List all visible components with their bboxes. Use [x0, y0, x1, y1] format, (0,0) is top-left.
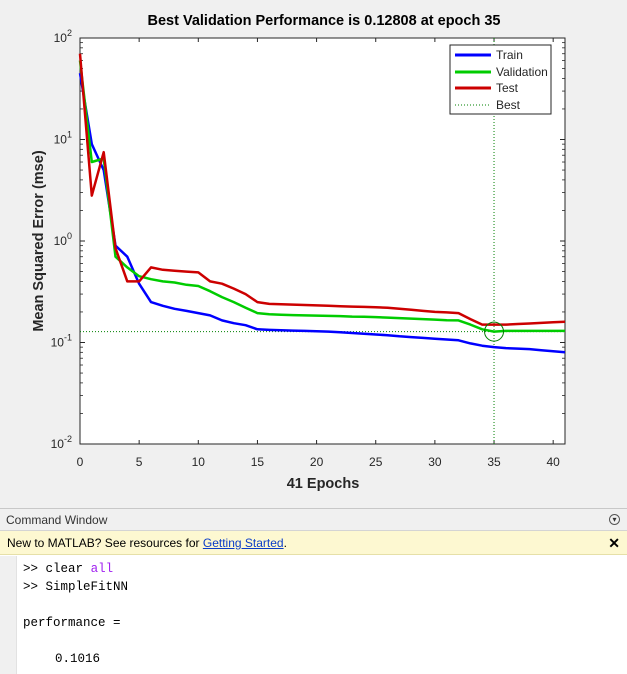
x-tick-label: 20	[310, 455, 324, 469]
series-test-line	[78, 53, 566, 326]
prompt-1: >>	[23, 562, 39, 576]
legend: Train Validation Test Best	[449, 44, 552, 115]
output-value: 0.1016	[55, 652, 101, 666]
command-window-title: Command Window	[6, 513, 108, 527]
x-tick-label: 35	[487, 455, 501, 469]
y-axis-label: Mean Squared Error (mse)	[31, 150, 47, 331]
matlab-notice-bar: New to MATLAB? See resources for Getting…	[0, 531, 627, 555]
y-tick-label: 101	[54, 130, 72, 147]
cmd-simplefit: SimpleFitNN	[45, 580, 129, 594]
series-train-line	[78, 72, 566, 354]
legend-best-label: Best	[496, 98, 521, 112]
command-window: Command Window ▾ New to MATLAB? See reso…	[0, 508, 627, 674]
y-tick-label: 100	[54, 231, 72, 248]
legend-validation-label: Validation	[496, 65, 548, 79]
x-tick-label: 10	[192, 455, 206, 469]
best-point-circle	[484, 321, 505, 342]
chart-title: Best Validation Performance is 0.12808 a…	[148, 13, 501, 29]
legend-train-label: Train	[496, 48, 523, 62]
x-tick-label: 30	[428, 455, 442, 469]
x-tick-label: 0	[77, 455, 84, 469]
notice-text: New to MATLAB? See resources for	[7, 536, 203, 550]
series-validation-line	[78, 60, 565, 333]
y-tick-label: 10-2	[51, 434, 72, 451]
performance-chart: Best Validation Performance is 0.12808 a…	[31, 13, 566, 492]
x-axis-ticks: 0 5 10 15 20 25 30 35 40	[77, 38, 560, 469]
prompt-2: >>	[23, 580, 39, 594]
y-axis-ticks: 102 101 100 10-1 10-2	[51, 28, 565, 451]
x-axis-label: 41 Epochs	[287, 476, 360, 492]
y-tick-label: 10-1	[51, 333, 72, 350]
y-tick-label: 102	[54, 28, 72, 45]
chevron-down-icon[interactable]: ▾	[609, 514, 620, 525]
series-lines	[78, 53, 566, 354]
command-window-header: Command Window ▾	[0, 509, 627, 531]
close-icon[interactable]: ✕	[608, 535, 620, 551]
performance-figure: Best Validation Performance is 0.12808 a…	[31, 13, 566, 492]
console-gutter	[0, 556, 17, 674]
notice-tail: .	[283, 536, 287, 550]
getting-started-link[interactable]: Getting Started	[202, 536, 284, 550]
x-tick-label: 15	[251, 455, 265, 469]
output-label: performance =	[23, 616, 121, 630]
cmd-clear-arg: all	[90, 562, 114, 576]
x-tick-label: 25	[369, 455, 383, 469]
legend-test-label: Test	[496, 81, 519, 95]
console-line-2: >> SimpleFitNN	[23, 580, 128, 594]
x-tick-label: 40	[546, 455, 560, 469]
x-tick-label: 5	[136, 455, 143, 469]
cmd-clear: clear	[45, 562, 84, 576]
console-line-1: >> clear all	[23, 562, 113, 576]
console-output[interactable]: >> clear all >> SimpleFitNN performance …	[0, 556, 627, 674]
